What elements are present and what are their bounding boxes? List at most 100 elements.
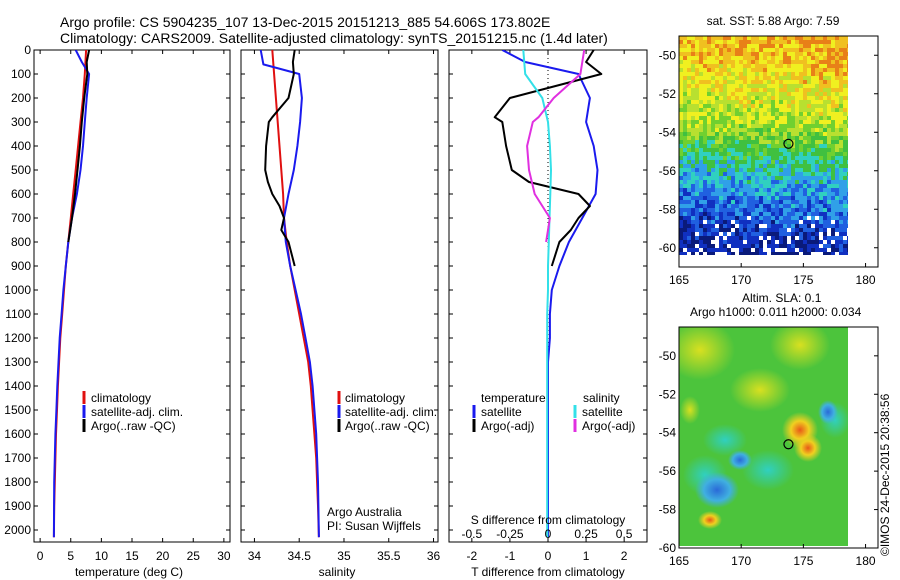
heatmap-cell xyxy=(779,140,783,144)
heatmap-cell xyxy=(795,48,799,52)
heatmap-cell xyxy=(847,72,848,76)
heatmap-cell xyxy=(715,180,719,184)
heatmap-cell xyxy=(715,196,719,200)
heatmap-cell xyxy=(679,128,683,132)
heatmap-cell xyxy=(767,228,771,232)
heatmap-cell xyxy=(775,152,779,156)
heatmap-cell xyxy=(775,64,779,68)
heatmap-cell xyxy=(727,164,731,168)
heatmap-cell xyxy=(827,196,831,200)
heatmap-cell xyxy=(739,64,743,68)
heatmap-cell xyxy=(823,144,827,148)
heatmap-cell xyxy=(691,144,695,148)
heatmap-cell xyxy=(835,168,839,172)
heatmap-cell xyxy=(739,92,743,96)
heatmap-cell xyxy=(779,40,783,44)
heatmap-cell xyxy=(719,92,723,96)
heatmap-cell xyxy=(811,172,815,176)
heatmap-cell xyxy=(723,140,727,144)
heatmap-cell xyxy=(799,84,803,88)
heatmap-cell xyxy=(695,216,699,220)
heatmap-cell xyxy=(755,232,759,236)
heatmap-cell xyxy=(775,100,779,104)
heatmap-cell xyxy=(799,48,803,52)
heatmap-cell xyxy=(815,200,819,204)
heatmap-cell xyxy=(775,240,779,244)
heatmap-cell xyxy=(731,232,735,236)
heatmap-cell xyxy=(699,108,703,112)
heatmap-cell xyxy=(835,68,839,72)
heatmap-cell xyxy=(763,236,767,240)
legend-label-argo: Argo(..raw -QC) xyxy=(345,419,430,433)
heatmap-cell xyxy=(803,224,807,228)
heatmap-cell xyxy=(835,52,839,56)
heatmap-cell xyxy=(719,164,723,168)
heatmap-cell xyxy=(843,144,847,148)
heatmap-cell xyxy=(703,80,707,84)
heatmap-cell xyxy=(739,240,743,244)
heatmap-cell xyxy=(687,164,691,168)
heatmap-cell xyxy=(731,108,735,112)
heatmap-cell xyxy=(767,212,771,216)
heatmap-cell xyxy=(783,132,787,136)
heatmap-cell xyxy=(831,52,835,56)
heatmap-cell xyxy=(835,84,839,88)
heatmap-cell xyxy=(691,208,695,212)
heatmap-cell xyxy=(823,252,827,255)
heatmap-cell xyxy=(687,148,691,152)
heatmap-cell xyxy=(847,48,848,52)
heatmap-cell xyxy=(771,208,775,212)
heatmap-cell xyxy=(731,180,735,184)
heatmap-cell xyxy=(779,180,783,184)
heatmap-cell xyxy=(679,64,683,68)
heatmap-cell xyxy=(807,44,811,48)
heatmap-cell xyxy=(831,44,835,48)
salinity-x-label: salinity xyxy=(319,565,356,579)
heatmap-cell xyxy=(703,188,707,192)
map-x-tick-label: 175 xyxy=(793,273,813,287)
heatmap-cell xyxy=(735,252,739,255)
heatmap-cell xyxy=(771,224,775,228)
heatmap-cell xyxy=(747,232,751,236)
heatmap-cell xyxy=(739,196,743,200)
heatmap-cell xyxy=(835,196,839,200)
heatmap-cell xyxy=(799,212,803,216)
heatmap-cell xyxy=(775,232,779,236)
heatmap-cell xyxy=(743,168,747,172)
heatmap-cell xyxy=(691,156,695,160)
heatmap-cell xyxy=(827,112,831,116)
heatmap-cell xyxy=(683,248,687,252)
heatmap-cell xyxy=(795,116,799,120)
heatmap-cell xyxy=(691,132,695,136)
heatmap-cell xyxy=(843,156,847,160)
heatmap-cell xyxy=(699,40,703,44)
heatmap-cell xyxy=(767,232,771,236)
heatmap-cell xyxy=(767,60,771,64)
heatmap-cell xyxy=(747,176,751,180)
heatmap-cell xyxy=(839,248,843,252)
heatmap-cell xyxy=(763,244,767,248)
heatmap-cell xyxy=(731,200,735,204)
heatmap-cell xyxy=(687,104,691,108)
heatmap-cell xyxy=(679,80,683,84)
heatmap-cell xyxy=(739,220,743,224)
heatmap-cell xyxy=(819,244,823,248)
heatmap-cell xyxy=(707,244,711,248)
heatmap-cell xyxy=(703,128,707,132)
heatmap-cell xyxy=(747,244,751,248)
x-tick-label: 35 xyxy=(337,549,351,563)
heatmap-cell xyxy=(763,144,767,148)
heatmap-cell xyxy=(827,212,831,216)
heatmap-cell xyxy=(775,132,779,136)
heatmap-cell xyxy=(831,196,835,200)
heatmap-cell xyxy=(827,232,831,236)
heatmap-cell xyxy=(815,148,819,152)
heatmap-cell xyxy=(783,104,787,108)
heatmap-cell xyxy=(795,120,799,124)
heatmap-cell xyxy=(703,220,707,224)
heatmap-cell xyxy=(835,216,839,220)
heatmap-cell xyxy=(795,184,799,188)
heatmap-cell xyxy=(683,136,687,140)
heatmap-cell xyxy=(827,64,831,68)
heatmap-cell xyxy=(795,64,799,68)
